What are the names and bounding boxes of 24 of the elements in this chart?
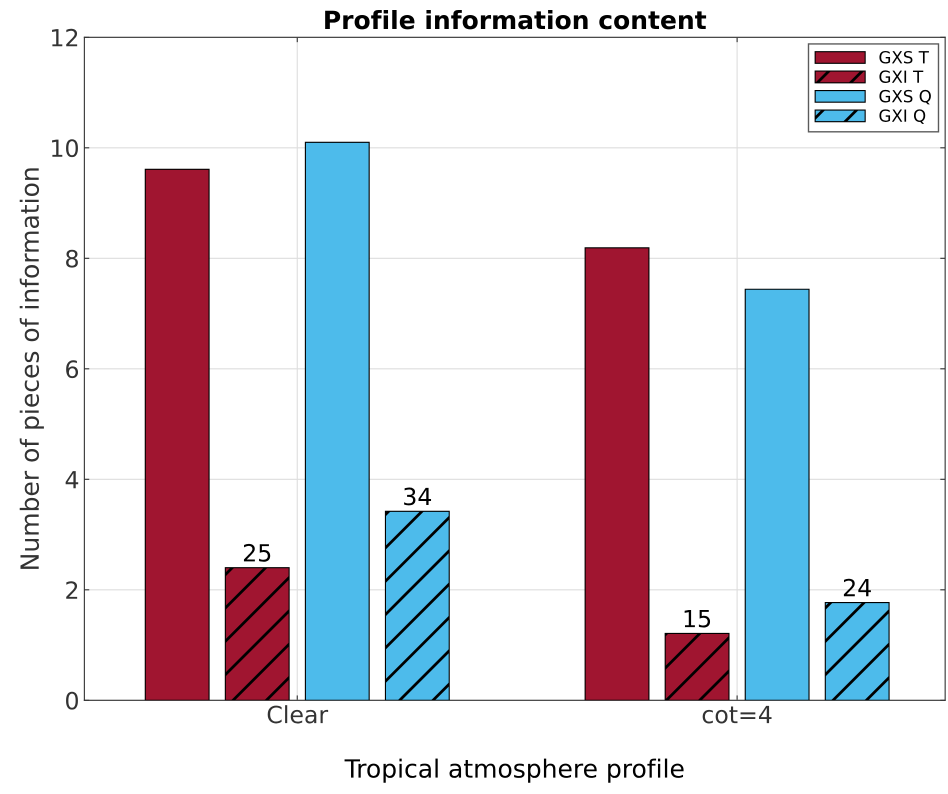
y-tick-label: 8 — [66, 250, 78, 268]
bar — [584, 247, 650, 700]
annotation: 15 — [684, 610, 710, 628]
annotation: 25 — [244, 544, 270, 562]
y-tick-label: 4 — [66, 471, 78, 488]
x-tick-label: Clear — [268, 705, 328, 724]
y-tick-label: 0 — [66, 692, 78, 710]
legend-label: GXS Q — [879, 90, 931, 104]
y-tick-label: 12 — [52, 28, 78, 46]
legend-label: GXI T — [879, 70, 924, 84]
annotation: 24 — [844, 578, 871, 596]
y-axis-title: Number of pieces of information — [20, 168, 44, 569]
y-tick-label: 6 — [66, 360, 78, 378]
y-tick-label: 2 — [66, 581, 78, 599]
x-axis-title: Tropical atmosphere profile — [344, 758, 684, 783]
bar — [744, 288, 810, 700]
bar — [144, 168, 210, 700]
chart-title: Profile information content — [325, 10, 706, 30]
bar — [304, 142, 370, 700]
x-tick-label: cot=4 — [702, 706, 772, 724]
annotation: 34 — [404, 488, 432, 506]
legend-label: GXS T — [879, 50, 929, 64]
y-tick-label: 10 — [52, 139, 78, 158]
legend-label: GXI Q — [879, 109, 926, 124]
